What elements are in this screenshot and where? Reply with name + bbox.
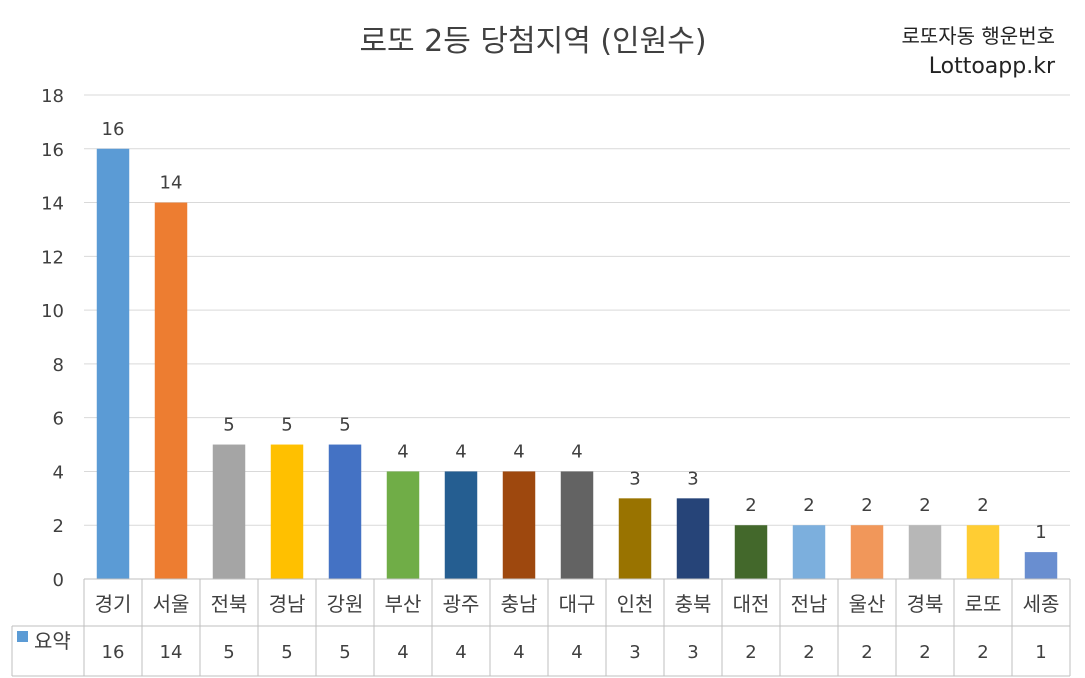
bar [792,525,826,579]
data-label: 5 [339,415,350,436]
category-label: 광주 [443,592,480,616]
brand-tagline: 로또자동 행운번호 [901,24,1055,48]
data-label: 2 [745,495,756,516]
data-label: 5 [223,415,234,436]
bar [212,444,246,579]
bar [966,525,1000,579]
data-label: 5 [281,415,292,436]
category-label: 경기 [95,592,132,616]
category-label: 부산 [385,592,422,616]
chart-title: 로또 2등 당첨지역 (인원수) [359,24,707,59]
category-label: 대구 [559,592,596,616]
category-label: 울산 [849,592,886,616]
bar [908,525,942,579]
category-label: 강원 [327,592,364,616]
bar [270,444,304,579]
data-label: 2 [861,495,872,516]
data-label: 2 [919,495,930,516]
category-label: 대전 [733,592,770,616]
category-label: 경북 [907,592,944,616]
table-value: 5 [281,642,292,663]
y-tick-label: 12 [41,247,64,268]
y-tick-label: 0 [53,570,64,591]
table-value: 16 [102,642,125,663]
table-value: 4 [513,642,524,663]
table-value: 2 [977,642,988,663]
table-value: 14 [160,642,183,663]
data-label: 4 [513,441,524,462]
y-tick-label: 4 [53,462,64,483]
y-tick-label: 2 [53,516,64,537]
table-value: 4 [397,642,408,663]
y-tick-label: 10 [41,301,64,322]
table-value: 3 [629,642,640,663]
data-label: 3 [687,468,698,489]
bar [154,202,188,580]
table-value: 2 [745,642,756,663]
bar [328,444,362,579]
brand-site: Lottoapp.kr [928,54,1055,79]
bar [850,525,884,579]
bar [560,471,594,579]
bar [1024,552,1058,579]
data-label: 16 [102,119,125,140]
bar [96,148,130,579]
table-value: 3 [687,642,698,663]
bar [676,498,710,579]
data-label: 3 [629,468,640,489]
table-value: 5 [339,642,350,663]
data-label: 4 [455,441,466,462]
category-label: 로또 [965,592,1002,616]
data-label: 2 [977,495,988,516]
data-label: 14 [160,173,183,194]
bar [386,471,420,579]
y-tick-label: 18 [41,86,64,107]
legend-label: 요약 [34,629,71,653]
y-tick-label: 16 [41,140,64,161]
table-value: 2 [861,642,872,663]
category-label: 세종 [1023,592,1060,616]
bar [618,498,652,579]
data-label: 1 [1035,522,1046,543]
table-value: 2 [919,642,930,663]
bar [734,525,768,579]
bar [444,471,478,579]
category-label: 전북 [211,592,248,616]
table-value: 4 [571,642,582,663]
table-value: 1 [1035,642,1046,663]
category-label: 인천 [617,592,654,616]
data-label: 4 [571,441,582,462]
y-tick-label: 6 [53,409,64,430]
table-value: 4 [455,642,466,663]
legend-swatch [17,631,28,642]
category-label: 전남 [791,592,828,616]
table-value: 5 [223,642,234,663]
category-label: 충남 [501,592,538,616]
table-value: 2 [803,642,814,663]
y-tick-label: 14 [41,194,64,215]
data-label: 4 [397,441,408,462]
category-label: 경남 [269,592,306,616]
category-label: 충북 [675,592,712,616]
data-label: 2 [803,495,814,516]
y-tick-label: 8 [53,355,64,376]
category-label: 서울 [153,592,190,616]
bar [502,471,536,579]
